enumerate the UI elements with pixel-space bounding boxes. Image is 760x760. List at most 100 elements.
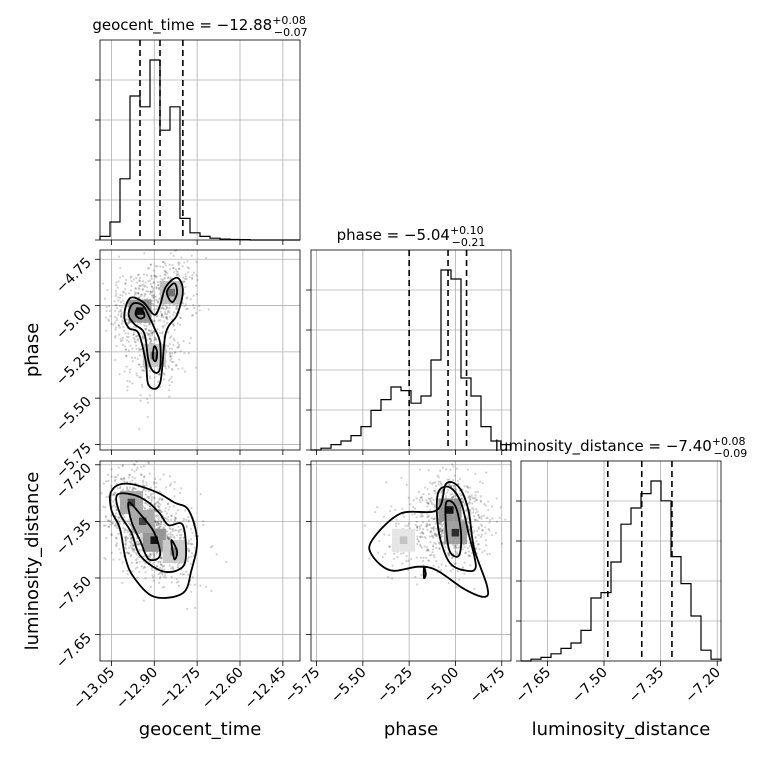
sample-point	[170, 367, 173, 371]
title-plus: +0.10	[450, 224, 484, 237]
sample-point	[126, 389, 129, 392]
sample-point	[115, 542, 119, 545]
sample-point	[210, 589, 213, 593]
sample-point	[102, 482, 105, 485]
sample-point	[148, 462, 151, 465]
sample-point	[128, 368, 132, 371]
sample-point	[464, 490, 468, 493]
sample-point	[477, 526, 480, 529]
sample-point	[146, 290, 149, 293]
density-cell	[178, 547, 186, 556]
sample-point	[143, 565, 146, 568]
sample-point	[122, 522, 125, 525]
density-cell	[142, 351, 151, 360]
sample-point	[152, 481, 156, 484]
sample-point	[148, 323, 151, 326]
contour-level-1	[127, 302, 162, 374]
sample-point	[118, 522, 121, 525]
sample-point	[129, 276, 132, 279]
sample-point	[179, 316, 182, 320]
sample-point	[114, 326, 118, 329]
sample-point	[430, 534, 434, 537]
sample-point	[426, 548, 430, 551]
sample-point	[165, 321, 168, 325]
sample-point	[179, 316, 182, 319]
density-cell	[143, 299, 152, 308]
sample-point	[164, 264, 167, 267]
sample-point	[141, 288, 145, 291]
sample-point	[447, 551, 450, 555]
sample-point	[123, 546, 127, 549]
y-tick-label: −7.65	[53, 630, 95, 672]
sample-point	[178, 274, 181, 277]
title-median: −12.88	[217, 16, 273, 34]
sample-point	[121, 463, 125, 467]
sample-point	[401, 507, 404, 510]
density-cell	[453, 498, 462, 507]
sample-point	[391, 564, 394, 567]
sample-point	[436, 532, 439, 536]
sample-point	[133, 548, 136, 552]
sample-point	[138, 555, 141, 559]
sample-point	[129, 555, 132, 558]
sample-point	[126, 305, 129, 308]
sample-point	[150, 274, 153, 277]
sample-point	[161, 565, 164, 568]
sample-point	[148, 323, 151, 326]
sample-point	[138, 279, 141, 282]
sample-point	[440, 491, 444, 494]
sample-point	[446, 488, 450, 491]
sample-point	[188, 342, 191, 345]
sample-point	[112, 493, 115, 496]
sample-point	[437, 476, 440, 479]
sample-point	[127, 552, 130, 555]
sample-point	[461, 500, 464, 504]
sample-point	[128, 533, 131, 536]
sample-point	[190, 254, 193, 257]
sample-point	[132, 278, 135, 281]
sample-point	[177, 346, 180, 349]
sample-point	[162, 378, 166, 381]
sample-point	[183, 573, 186, 576]
sample-point	[198, 309, 201, 312]
sample-point	[130, 279, 133, 283]
sample-point	[121, 294, 124, 297]
sample-point	[117, 299, 120, 302]
sample-point	[388, 545, 391, 548]
sample-point	[466, 518, 469, 521]
sample-point	[111, 522, 114, 525]
sample-point	[432, 481, 435, 484]
sample-point	[135, 281, 139, 284]
sample-point	[175, 363, 178, 367]
sample-point	[157, 319, 160, 322]
sample-point	[178, 267, 181, 270]
sample-point	[178, 343, 181, 346]
sample-point	[439, 528, 442, 531]
sample-point	[105, 316, 108, 319]
sample-point	[133, 356, 137, 359]
sample-point	[450, 484, 453, 488]
sample-point	[396, 555, 399, 559]
sample-point	[120, 315, 123, 318]
sample-point	[472, 508, 475, 511]
sample-point	[171, 565, 174, 568]
sample-point	[131, 360, 134, 363]
sample-point	[421, 498, 424, 502]
sample-point	[120, 311, 123, 314]
sample-point	[147, 461, 150, 464]
contour-level-2	[134, 308, 146, 320]
x-tick-label: −12.45	[242, 665, 290, 713]
sample-point	[395, 525, 398, 528]
sample-point	[165, 316, 168, 319]
sample-point	[107, 318, 110, 321]
sample-point	[387, 534, 391, 537]
sample-point	[159, 307, 162, 310]
sample-point	[145, 324, 148, 328]
sample-point	[427, 559, 430, 562]
sample-point	[117, 532, 120, 536]
sample-point	[421, 515, 424, 518]
sample-point	[157, 524, 160, 527]
sample-point	[154, 264, 158, 268]
sample-point	[468, 499, 472, 502]
sample-point	[402, 551, 405, 555]
